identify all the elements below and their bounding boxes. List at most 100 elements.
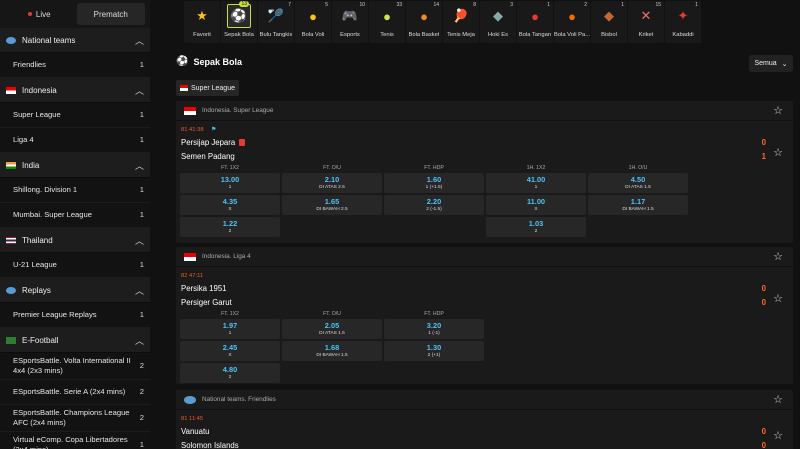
chevron-up-icon: ︿ bbox=[134, 335, 144, 346]
sport-bola-tangan[interactable]: ● Bola Tangan 1 bbox=[517, 1, 553, 43]
baseball-icon: ◆ bbox=[604, 8, 614, 23]
odds-button[interactable]: 2.05 DI ATAS 1.5 bbox=[282, 319, 382, 339]
odds-column-header: FT. O/U bbox=[323, 311, 341, 317]
league-name: Virtual eComp. Copa Libertadores (2x4 mi… bbox=[13, 435, 128, 449]
league-name: ESportsBattle. Volta International II 4x… bbox=[13, 356, 131, 375]
sidebar-league-item[interactable]: Mumbai. Super League 1 bbox=[0, 203, 150, 228]
sport-bola-basket[interactable]: ● Bola Basket 14 bbox=[406, 1, 442, 43]
odds-button[interactable]: 13.00 1 bbox=[180, 173, 280, 193]
league-name: Super League bbox=[13, 110, 61, 119]
odds-button[interactable]: 3.20 1 (-1) bbox=[384, 319, 484, 339]
odds-button[interactable]: 1.60 1 (+1.5) bbox=[384, 173, 484, 193]
indonesia-flag-icon bbox=[180, 85, 188, 91]
id-flag-icon bbox=[184, 252, 196, 261]
sport-count: 13 bbox=[239, 1, 249, 7]
live-stats-icon: ⚑ bbox=[211, 127, 217, 133]
home-team: Persika 1951 bbox=[181, 284, 227, 293]
league-count: 1 bbox=[139, 440, 144, 449]
away-team: Solomon Islands bbox=[181, 441, 239, 449]
favorite-star-icon[interactable]: ☆ bbox=[773, 394, 783, 406]
odds-button[interactable]: 1.03 2 bbox=[486, 217, 586, 237]
odds-button[interactable]: 41.00 1 bbox=[486, 173, 586, 193]
sidebar-league-item[interactable]: ESportsBattle. Champions League AFC (2x4… bbox=[0, 405, 150, 432]
sport-kabaddi[interactable]: ✦ Kabaddi 1 bbox=[665, 1, 701, 43]
odds-button[interactable]: 1.30 2 (+1) bbox=[384, 341, 484, 361]
sport-count: 10 bbox=[359, 2, 365, 8]
league-count: 1 bbox=[139, 185, 144, 194]
odds-button[interactable]: 1.68 DI BAWAH 1.5 bbox=[282, 341, 382, 361]
beach-volleyball-icon: ● bbox=[568, 8, 576, 24]
globe-flag-icon bbox=[6, 286, 16, 294]
odds-button[interactable]: 2.10 DI ATAS 2.5 bbox=[282, 173, 382, 193]
odds-button[interactable]: 2.45 X bbox=[180, 341, 280, 361]
match-league-header: National teams. Friendlies ☆ bbox=[176, 390, 793, 410]
sport-kriket[interactable]: ✕ Kriket 15 bbox=[628, 1, 664, 43]
sidebar-league-item[interactable]: Friendlies 1 bbox=[0, 53, 150, 78]
sidebar-league-item[interactable]: Super League 1 bbox=[0, 103, 150, 128]
match-time: 82 47:11 bbox=[181, 273, 204, 279]
league-count: 1 bbox=[139, 135, 144, 144]
favorite-star-icon[interactable]: ☆ bbox=[773, 430, 783, 442]
odds-button[interactable]: 1.22 2 bbox=[180, 217, 280, 237]
sport-tenis-meja[interactable]: 🏓 Tenis Meja 8 bbox=[443, 1, 479, 43]
odds-button[interactable]: 1.17 DI BAWAH 1.5 bbox=[588, 195, 688, 215]
sidebar-league-item[interactable]: U-21 League 1 bbox=[0, 253, 150, 278]
group-header-indonesia[interactable]: Indonesia ︿ bbox=[0, 78, 150, 103]
sport-bola-voli[interactable]: ● Bola Voli 5 bbox=[295, 1, 331, 43]
favorite-star-icon[interactable]: ☆ bbox=[773, 147, 783, 159]
kabaddi-icon: ✦ bbox=[677, 8, 689, 23]
filter-dropdown[interactable]: Semua ⌄ bbox=[749, 55, 793, 72]
sport-bisbol[interactable]: ◆ Bisbol 1 bbox=[591, 1, 627, 43]
home-score: 0 bbox=[761, 284, 766, 293]
live-dot-icon bbox=[27, 12, 32, 16]
match-time: 81 41:38 bbox=[181, 127, 204, 133]
sport-sepak-bola[interactable]: ⚽ Sepak Bola 13 bbox=[221, 1, 257, 43]
sidebar-league-item[interactable]: ESportsBattle. Volta International II 4x… bbox=[0, 353, 150, 380]
match-card: Indonesia. Super League ☆ 81 41:38 ⚑ Persija… bbox=[176, 101, 793, 243]
sidebar-league-item[interactable]: Liga 4 1 bbox=[0, 128, 150, 153]
sidebar-league-item[interactable]: Shillong. Division 1 1 bbox=[0, 178, 150, 203]
league-count: 1 bbox=[139, 210, 144, 219]
league-name: ESportsBattle. Serie A (2x4 mins) bbox=[13, 387, 126, 396]
sport-count: 8 bbox=[473, 2, 476, 8]
odds-button[interactable]: 2.20 2 (-1.5) bbox=[384, 195, 484, 215]
sport-hoki-es[interactable]: ◆ Hoki Es 3 bbox=[480, 1, 516, 43]
sidebar-tabs: Live Prematch bbox=[0, 0, 150, 28]
sport-count: 33 bbox=[396, 2, 402, 8]
sidebar-league-item[interactable]: Virtual eComp. Copa Libertadores (2x4 mi… bbox=[0, 432, 150, 449]
sport-count: 15 bbox=[655, 2, 661, 8]
tab-prematch[interactable]: Prematch bbox=[76, 3, 145, 25]
favorite-star-icon[interactable]: ☆ bbox=[773, 251, 783, 263]
league-count: 1 bbox=[139, 260, 144, 269]
sport-bola-voli-pa-[interactable]: ● Bola Voli Pa... 2 bbox=[554, 1, 590, 43]
league-name: ESportsBattle. Champions League AFC (2x4… bbox=[13, 408, 130, 427]
odds-button[interactable]: 11.00 X bbox=[486, 195, 586, 215]
odds-button[interactable]: 1.65 DI BAWAH 2.5 bbox=[282, 195, 382, 215]
league-count: 2 bbox=[139, 413, 144, 422]
group-header-india[interactable]: India ︿ bbox=[0, 153, 150, 178]
odds-button[interactable]: 1.97 1 bbox=[180, 319, 280, 339]
group-header-national-teams[interactable]: National teams ︿ bbox=[0, 28, 150, 53]
red-card-icon bbox=[239, 139, 246, 147]
chevron-down-icon: ⌄ bbox=[781, 60, 788, 68]
id-flag-icon bbox=[6, 86, 16, 94]
sidebar-league-item[interactable]: ESportsBattle. Serie A (2x4 mins) 2 bbox=[0, 380, 150, 405]
sport-esports[interactable]: 🎮 Esports 10 bbox=[332, 1, 368, 43]
sport-bulu-tangkis[interactable]: 🏸 Bulu Tangkis 7 bbox=[258, 1, 294, 43]
league-chip-super-league[interactable]: Super League bbox=[176, 80, 239, 96]
sport-count: 1 bbox=[547, 2, 550, 8]
odds-button[interactable]: 4.80 2 bbox=[180, 363, 280, 383]
sport-tenis[interactable]: ● Tenis 33 bbox=[369, 1, 405, 43]
home-score: 0 bbox=[761, 427, 766, 436]
group-header-thailand[interactable]: Thailand ︿ bbox=[0, 228, 150, 253]
sidebar-league-item[interactable]: Premier League Replays 1 bbox=[0, 303, 150, 328]
tab-live[interactable]: Live bbox=[5, 3, 74, 25]
favorite-star-icon[interactable]: ☆ bbox=[773, 105, 783, 117]
group-header-e-football[interactable]: E-Football ︿ bbox=[0, 328, 150, 353]
odds-button[interactable]: 4.50 DI ATAS 1.5 bbox=[588, 173, 688, 193]
sport-favorit[interactable]: ★ Favorit bbox=[184, 1, 220, 43]
away-team: Semen Padang bbox=[181, 152, 235, 161]
favorite-star-icon[interactable]: ☆ bbox=[773, 293, 783, 305]
odds-button[interactable]: 4.35 X bbox=[180, 195, 280, 215]
group-header-replays[interactable]: Replays ︿ bbox=[0, 278, 150, 303]
